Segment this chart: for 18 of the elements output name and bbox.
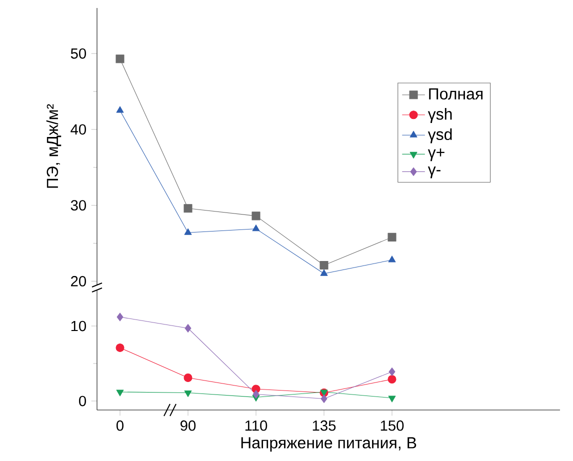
legend-label: γ- — [428, 166, 440, 178]
x-tick-label: 150 — [380, 420, 404, 431]
y-tick-label: 10 — [71, 320, 86, 332]
y-tick-label: 20 — [71, 276, 86, 286]
y-tick-label: 50 — [70, 48, 86, 59]
x-tick-label: 0 — [116, 420, 124, 431]
x-tick-label: 90 — [180, 420, 196, 431]
y-tick-label: 0 — [79, 396, 86, 406]
x-tick-label: 110 — [245, 420, 268, 431]
x-axis-title: Напряжение питания, В — [241, 437, 416, 452]
legend-label: γsh — [428, 108, 452, 123]
y-tick-label: 40 — [70, 124, 86, 135]
x-tick-label: 135 — [312, 420, 336, 431]
legend-label: Полная — [429, 88, 483, 100]
y-axis-title: ПЭ, мДж/м² — [46, 104, 62, 188]
legend-label: γsd — [428, 128, 452, 144]
y-tick-label: 30 — [70, 200, 86, 211]
legend-label: γ+ — [428, 148, 444, 162]
